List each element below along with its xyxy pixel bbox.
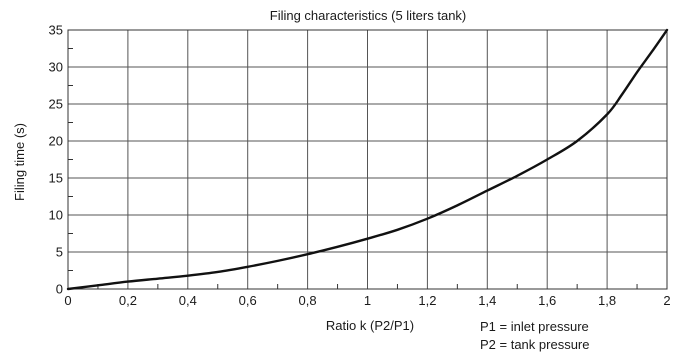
y-tick-label: 35 (49, 23, 63, 38)
annotation-p2: P2 = tank pressure (480, 337, 589, 352)
y-tick-label: 0 (56, 282, 63, 297)
minor-ticks (68, 48, 638, 289)
x-tick-label: 2 (663, 293, 670, 308)
x-tick-label: 1,4 (478, 293, 496, 308)
y-tick-label: 15 (49, 171, 63, 186)
x-tick-labels: 0 0,2 0,4 0,6 0,8 1 1,2 1,4 1,6 1,8 2 (64, 293, 670, 308)
y-axis-label: Filing time (s) (12, 123, 27, 201)
x-tick-label: 0,6 (239, 293, 257, 308)
y-tick-label: 5 (56, 245, 63, 260)
x-tick-label: 0,4 (179, 293, 197, 308)
x-axis-label: Ratio k (P2/P1) (326, 318, 414, 333)
x-tick-label: 1,6 (538, 293, 556, 308)
annotation-p1: P1 = inlet pressure (480, 319, 589, 334)
x-tick-label: 1 (364, 293, 371, 308)
y-tick-label: 10 (49, 208, 63, 223)
plot-frame (67, 29, 668, 290)
x-tick-label: 1,2 (418, 293, 436, 308)
series-line (66, 28, 669, 291)
chart-title: Filing characteristics (5 liters tank) (270, 8, 467, 23)
x-tick-label: 0 (64, 293, 71, 308)
y-tick-label: 20 (49, 134, 63, 149)
y-tick-labels: 0 5 10 15 20 25 30 35 (49, 23, 63, 297)
x-tick-label: 0,8 (299, 293, 317, 308)
x-tick-label: 0,2 (119, 293, 137, 308)
y-tick-label: 25 (49, 97, 63, 112)
grid (67, 29, 668, 290)
x-tick-label: 1,8 (598, 293, 616, 308)
y-tick-label: 30 (49, 60, 63, 75)
